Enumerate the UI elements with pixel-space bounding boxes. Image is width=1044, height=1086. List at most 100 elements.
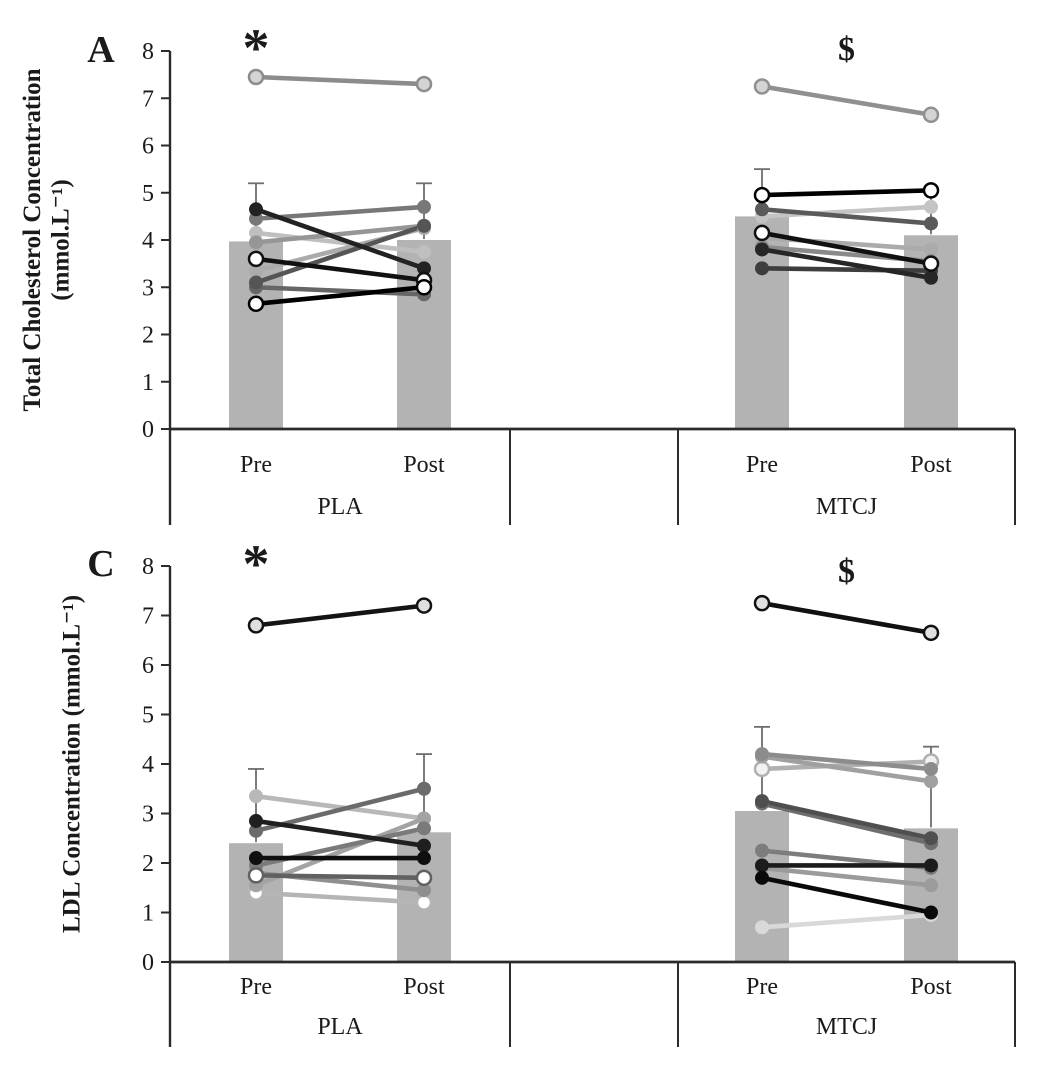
subject-line-mtcj-1 xyxy=(759,759,934,772)
subject-line-pla-8 xyxy=(253,256,427,283)
group-label-mtcj: MTCJ xyxy=(816,494,877,520)
subject-marker-pla-3-pre xyxy=(247,68,265,86)
group-label-pla: PLA xyxy=(317,1014,363,1040)
y-axis-title: LDL Concentration (mmol.L⁻¹) xyxy=(59,595,86,933)
subject-marker-pla-4-post xyxy=(417,199,431,214)
subject-marker-mtcj-4-pre xyxy=(755,747,769,762)
subject-marker-mtcj-0-pre xyxy=(755,920,769,935)
condition-label-pla-post: Post xyxy=(403,974,445,1000)
subject-marker-mtcj-6-post xyxy=(924,270,938,285)
subject-marker-mtcj-4-post xyxy=(924,761,938,776)
subject-marker-mtcj-7-pre xyxy=(755,794,769,809)
subject-marker-mtcj-5-pre xyxy=(755,843,769,858)
y-tick-label: 4 xyxy=(142,752,154,778)
y-tick-label: 7 xyxy=(142,604,154,630)
subject-marker-pla-7-pre xyxy=(249,202,263,217)
subject-marker-pla-6-pre xyxy=(249,275,263,290)
subject-line-mtcj-10 xyxy=(759,600,934,636)
y-tick-label: 0 xyxy=(142,950,154,976)
subject-marker-pla-9-pre xyxy=(247,617,265,634)
subject-line-mtcj-5 xyxy=(759,266,934,274)
subject-marker-mtcj-2-post xyxy=(924,774,938,789)
subject-marker-mtcj-8-post xyxy=(922,182,940,199)
subject-marker-mtcj-9-post xyxy=(924,905,938,920)
subject-line-mtcj-7 xyxy=(759,230,934,266)
y-tick-label: 4 xyxy=(142,228,154,254)
subject-line-pla-9 xyxy=(253,603,427,628)
subject-line-mtcj-6 xyxy=(759,247,934,281)
y-tick-label: 8 xyxy=(142,39,154,65)
significance-dollar: $ xyxy=(838,553,855,590)
y-axis-title: Total Cholesterol Concentration(mmol.L⁻¹… xyxy=(19,68,75,411)
subject-marker-pla-5-pre xyxy=(249,823,263,838)
subject-marker-pla-6-pre xyxy=(247,867,265,884)
y-axis-title-line: LDL Concentration (mmol.L⁻¹) xyxy=(59,595,86,933)
subject-marker-mtcj-7-post xyxy=(922,255,940,272)
subject-line-pla-7 xyxy=(253,206,427,271)
subject-marker-pla-9-post xyxy=(415,597,433,614)
subject-marker-mtcj-7-post xyxy=(924,831,938,846)
y-tick-label: 8 xyxy=(142,554,154,580)
panel-label-c: C xyxy=(87,543,114,585)
y-tick-label: 3 xyxy=(142,275,154,301)
condition-label-pla-post: Post xyxy=(403,452,445,478)
subject-line-pla-5 xyxy=(253,284,427,297)
subject-marker-mtcj-3-post xyxy=(924,878,938,893)
condition-label-mtcj-pre: Pre xyxy=(746,452,778,478)
panel-label-a: A xyxy=(87,29,115,71)
subject-marker-pla-6-post xyxy=(417,218,431,233)
subject-marker-mtcj-4-pre xyxy=(755,202,769,217)
subject-marker-pla-1-pre xyxy=(249,789,263,804)
group-label-pla: PLA xyxy=(317,494,363,520)
subject-line-mtcj-9 xyxy=(759,875,934,915)
subject-marker-mtcj-8-pre xyxy=(755,858,769,873)
subject-marker-pla-8-pre xyxy=(249,851,263,866)
subject-marker-pla-0-post xyxy=(417,244,431,259)
subject-marker-mtcj-6-pre xyxy=(755,242,769,257)
condition-label-mtcj-post: Post xyxy=(910,974,952,1000)
subject-marker-pla-8-post xyxy=(417,851,431,866)
subject-line-pla-7 xyxy=(253,818,427,848)
subject-line-pla-1 xyxy=(253,793,427,821)
subject-marker-pla-7-post xyxy=(417,838,431,853)
y-tick-label: 2 xyxy=(142,851,154,877)
subject-marker-pla-0-post xyxy=(415,894,433,911)
subject-marker-pla-7-post xyxy=(417,261,431,276)
subject-marker-mtcj-8-post xyxy=(924,858,938,873)
subject-marker-pla-1-pre xyxy=(249,263,263,278)
subject-marker-mtcj-4-post xyxy=(924,216,938,231)
subject-line-mtcj-3 xyxy=(759,865,934,888)
subject-line-mtcj-0 xyxy=(759,204,934,219)
subject-marker-mtcj-10-pre xyxy=(753,594,771,612)
y-tick-label: 0 xyxy=(142,417,154,443)
subject-line-pla-2 xyxy=(253,223,427,245)
y-tick-label: 6 xyxy=(142,134,154,160)
significance-asterisk: * xyxy=(243,18,270,78)
condition-label-mtcj-pre: Pre xyxy=(746,974,778,1000)
subject-line-pla-0 xyxy=(253,230,427,255)
subject-marker-pla-3-post xyxy=(417,883,431,898)
subject-marker-pla-7-pre xyxy=(249,813,263,828)
subject-marker-mtcj-1-pre xyxy=(753,760,771,778)
significance-dollar: $ xyxy=(838,31,855,68)
subject-marker-pla-9-pre xyxy=(247,295,265,313)
subject-marker-pla-5-post xyxy=(417,781,431,796)
y-tick-label: 1 xyxy=(142,370,154,396)
y-tick-label: 1 xyxy=(142,901,154,927)
y-tick-label: 2 xyxy=(142,323,154,349)
subject-line-mtcj-4 xyxy=(759,751,934,772)
subject-marker-mtcj-1-post xyxy=(924,242,938,257)
subject-marker-mtcj-7-pre xyxy=(753,224,771,242)
condition-label-mtcj-post: Post xyxy=(910,452,952,478)
significance-asterisk: * xyxy=(243,534,270,594)
subject-marker-mtcj-0-post xyxy=(924,199,938,214)
subject-marker-pla-6-post xyxy=(415,869,433,887)
subject-marker-mtcj-9-pre xyxy=(755,870,769,885)
subject-marker-mtcj-8-pre xyxy=(753,186,771,204)
y-axis-title-line: (mmol.L⁻¹) xyxy=(48,179,75,300)
subject-marker-pla-2-post xyxy=(417,811,431,826)
subject-marker-pla-3-post xyxy=(415,75,433,93)
panel-a: 0 1 2 3 4 5 6 7 8 Pre Post PLA * Pre Post MTCJ $ A Total C… xyxy=(0,0,1044,530)
